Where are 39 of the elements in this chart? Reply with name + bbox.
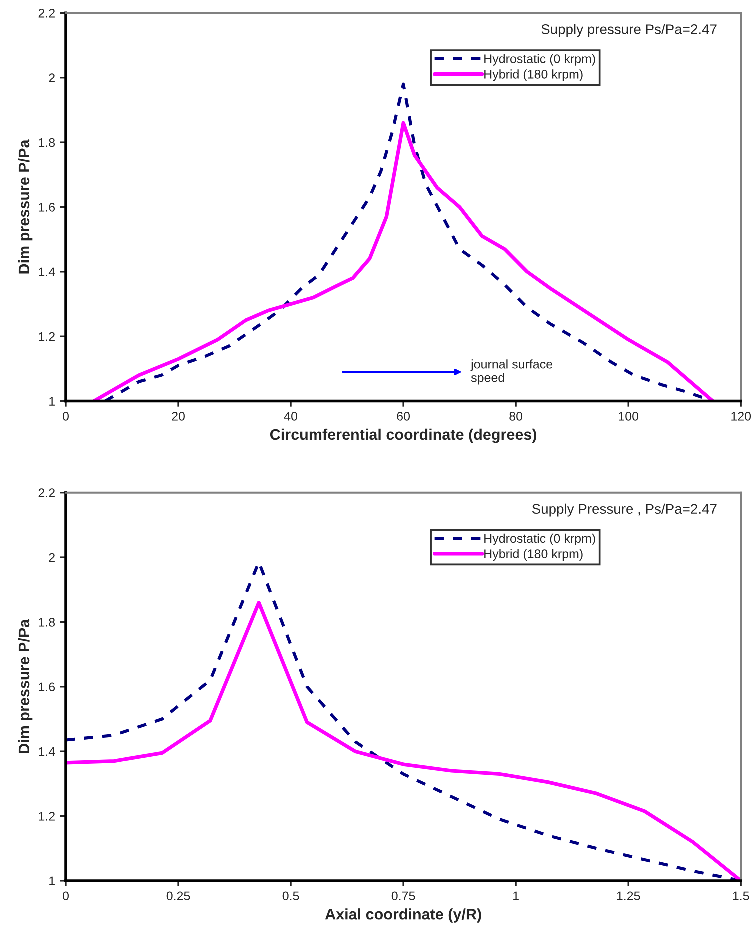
y-tick-label: 1.8 — [39, 618, 56, 627]
y-tick-label: 2.2 — [38, 488, 55, 498]
y-tick-label: 1.2 — [39, 812, 55, 821]
x-tick-label: 60 — [397, 412, 410, 421]
x-tick-label: 40 — [284, 412, 298, 421]
x-tick-label: 0 — [63, 892, 69, 901]
x-tick-label: 80 — [510, 412, 523, 421]
legend-label: Hydrostatic (0 krpm) — [484, 54, 596, 66]
y-tick-label: 2.2 — [38, 8, 55, 18]
y-tick-label: 1.6 — [39, 682, 56, 692]
y-tick-label: 1.4 — [39, 268, 56, 276]
y-tick-label: 2 — [49, 74, 55, 82]
y-tick-label: 1.8 — [39, 138, 56, 148]
x-tick-label: 0 — [63, 412, 69, 421]
y-tick-label: 1 — [50, 397, 55, 406]
y-tick-label: 2 — [49, 553, 55, 562]
annotation: Supply Pressure , Ps/Pa=2.47 — [532, 504, 717, 517]
x-axis-title: Circumferential coordinate (degrees) — [270, 428, 537, 444]
x-tick-label: 1.5 — [733, 892, 750, 901]
x-tick-label: 0.5 — [282, 892, 300, 901]
y-axis-title: Dim pressure P/Pa — [18, 140, 33, 274]
y-axis-title: Dim pressure P/Pa — [18, 619, 33, 754]
x-tick-label: 0.25 — [166, 892, 190, 901]
legend-label: Hybrid (180 krpm) — [484, 70, 583, 82]
x-tick-label: 20 — [172, 412, 185, 421]
x-tick-label: 0.75 — [392, 892, 416, 901]
y-tick-label: 1.2 — [39, 332, 55, 342]
annotation: journal surface speed — [470, 360, 552, 385]
x-tick-label: 1 — [514, 892, 519, 900]
y-tick-label: 1 — [50, 876, 55, 886]
x-tick-label: 100 — [619, 412, 639, 421]
x-axis-title: Axial coordinate (y/R) — [325, 908, 482, 923]
legend-label: Hydrostatic (0 krpm) — [484, 534, 596, 546]
annotation: Supply pressure Ps/Pa=2.47 — [542, 24, 717, 38]
x-tick-label: 120 — [732, 412, 752, 421]
x-tick-label: 1.25 — [617, 892, 640, 901]
y-tick-label: 1.4 — [39, 748, 56, 756]
y-tick-label: 1.6 — [39, 203, 56, 212]
legend-label: Hybrid (180 krpm) — [484, 549, 583, 561]
